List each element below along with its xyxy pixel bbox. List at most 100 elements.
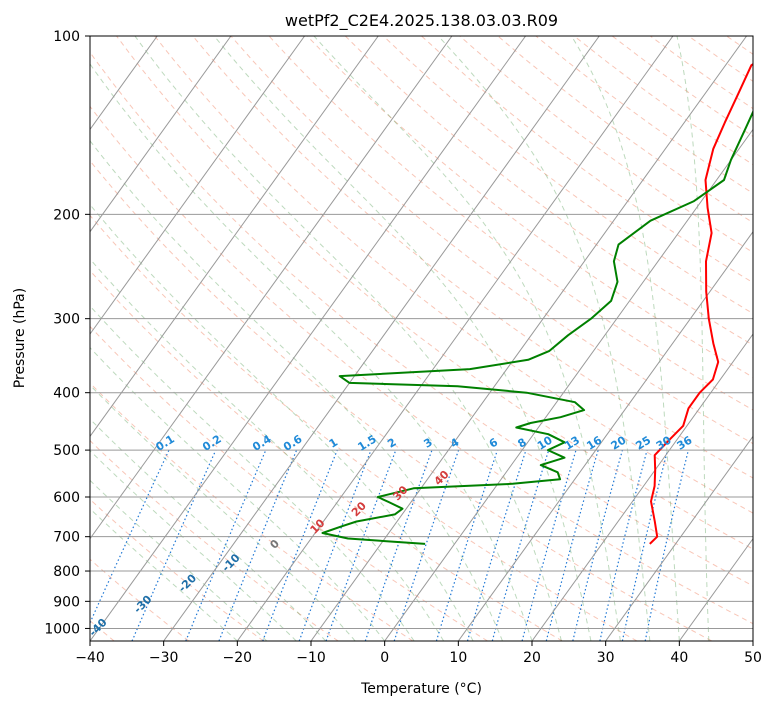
- x-axis: −40 −30 −20 −10 0 10 20 30 40 50: [75, 641, 762, 666]
- y-tick-label: 800: [53, 564, 80, 580]
- dry-adiabat-line: [306, 36, 753, 378]
- isotherm-line: [752, 640, 753, 641]
- y-tick-label: 600: [53, 490, 80, 506]
- mixing-ratio-line: [90, 449, 170, 625]
- dry-adiabat-line: [90, 325, 488, 641]
- isotherm-line: [90, 36, 379, 438]
- x-tick-label: 10: [449, 650, 467, 666]
- mixing-ratio-label: 1.5: [355, 432, 378, 453]
- moist-adiabat-line: [90, 258, 445, 641]
- y-tick-label: 100: [53, 29, 80, 45]
- temperature-profile-line: [649, 62, 753, 545]
- dry-adiabat-line: [90, 105, 753, 625]
- x-tick-label: −40: [75, 650, 105, 666]
- dry-adiabat-line: [192, 36, 753, 479]
- moist-adiabat-line: [90, 63, 533, 641]
- isotherm-line: [90, 36, 527, 641]
- y-tick-label: 900: [53, 594, 80, 610]
- moist-adiabat-line: [571, 36, 680, 641]
- isotherm-line: [163, 36, 600, 641]
- y-tick-label: 700: [53, 530, 80, 546]
- x-tick-label: −20: [223, 650, 253, 666]
- dry-adiabat-line: [421, 36, 753, 284]
- moist-adiabat-line: [134, 36, 562, 641]
- moist-adiabat-line: [90, 139, 503, 641]
- mixing-ratio-line: [466, 449, 527, 641]
- mixing-ratio-line: [325, 449, 397, 641]
- mixing-ratio-line: [545, 449, 599, 641]
- mixing-ratio-line: [298, 449, 372, 641]
- dry-adiabat-line: [154, 36, 753, 514]
- profile-lines: [321, 62, 753, 545]
- dry-adiabat-line: [90, 498, 264, 641]
- mixing-ratio-line: [572, 449, 623, 641]
- dry-adiabat-line: [90, 51, 753, 587]
- x-axis-label: Temperature (°C): [360, 681, 482, 697]
- dry-adiabat-line: [90, 160, 712, 641]
- dry-adiabat-line: [726, 36, 753, 55]
- isotherm-line: [384, 128, 753, 641]
- y-axis: 1000 900 800 700 600 500 400 300 200 100: [44, 29, 90, 637]
- y-tick-label: 400: [53, 386, 80, 402]
- dry-adiabat-line: [688, 36, 753, 82]
- dry-adiabat-label: 0: [267, 537, 282, 552]
- dry-adiabat-label: 40: [432, 468, 452, 488]
- dry-adiabat-line: [344, 36, 753, 346]
- moist-adiabat-line: [90, 508, 238, 641]
- y-tick-label: 300: [53, 312, 80, 328]
- moist-adiabat-line: [437, 36, 651, 641]
- mixing-ratio-line: [621, 449, 669, 641]
- moist-adiabat-line: [90, 479, 268, 641]
- dry-adiabat-line: [90, 382, 414, 641]
- isotherm-line: [310, 36, 748, 641]
- isotherm-line: [531, 333, 753, 641]
- y-tick-label: 1000: [44, 621, 80, 637]
- mixing-ratio-line: [218, 449, 298, 641]
- mixing-ratio-line: [262, 449, 338, 641]
- isotherm-line: [0, 36, 10, 641]
- mixing-ratio-line: [131, 449, 217, 641]
- moist-adiabat-line: [676, 36, 710, 641]
- mixing-ratio-line: [364, 449, 433, 641]
- isotherm-line: [90, 36, 306, 335]
- mixing-ratio-line: [491, 449, 550, 641]
- mixing-ratio-line: [185, 449, 267, 641]
- dry-adiabat-line: [383, 36, 753, 315]
- y-tick-label: 500: [53, 443, 80, 459]
- moist-adiabat-line: [90, 203, 474, 641]
- dry-adiabat-line: [90, 439, 339, 641]
- x-tick-label: −10: [296, 650, 326, 666]
- x-tick-label: 40: [670, 650, 688, 666]
- moist-adiabat-line: [90, 449, 297, 641]
- mixing-ratio-line: [644, 449, 689, 641]
- mixing-ratio-label: 3: [421, 436, 434, 451]
- dry-adiabat-line: [268, 36, 753, 411]
- moist-adiabat-line: [90, 418, 327, 641]
- isotherm-line: [457, 230, 753, 641]
- isotherm-line: [90, 36, 232, 233]
- mixing-ratio-line: [599, 449, 648, 641]
- mixing-ratio-label: 6: [487, 435, 501, 450]
- mixing-ratio-line: [435, 449, 498, 641]
- y-axis-label: Pressure (hPa): [12, 288, 28, 388]
- plot-frame: [89, 35, 754, 642]
- x-tick-label: 50: [744, 650, 762, 666]
- dry-adiabat-line: [459, 36, 753, 253]
- dry-adiabat-label: 20: [349, 499, 369, 519]
- background-lines: [90, 36, 775, 641]
- x-tick-label: 30: [597, 650, 615, 666]
- chart-title: wetPf2_C2E4.2025.138.03.03.R09: [285, 11, 558, 31]
- dry-adiabat-label: 30: [390, 483, 410, 503]
- dewpoint-profile-line: [321, 109, 753, 545]
- mixing-ratio-label: 1: [327, 436, 340, 451]
- moist-adiabat-line: [90, 384, 356, 641]
- x-tick-label: −30: [149, 650, 179, 666]
- isotherm-line: [678, 537, 753, 641]
- x-tick-label: 0: [380, 650, 389, 666]
- moist-adiabat-line: [90, 346, 386, 641]
- dry-adiabat-line: [90, 558, 190, 641]
- x-tick-label: 20: [523, 650, 541, 666]
- isotherm-line: [605, 435, 753, 641]
- dry-adiabat-line: [765, 36, 775, 641]
- mixing-ratio-line: [521, 449, 577, 641]
